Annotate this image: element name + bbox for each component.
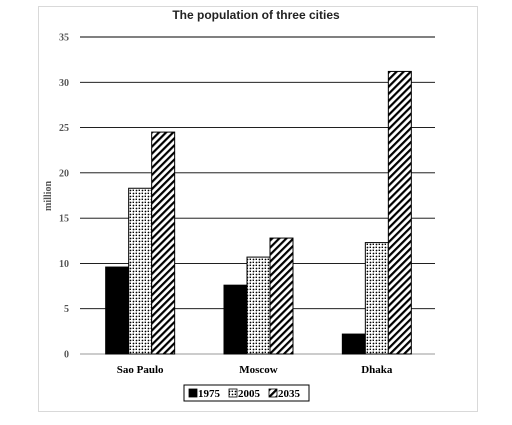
y-axis-label: million	[43, 181, 54, 211]
legend-label-1975: 1975	[198, 388, 221, 400]
x-category-label-dhaka: Dhaka	[361, 364, 393, 376]
y-tick-label-30: 30	[59, 78, 69, 89]
y-tick-label-35: 35	[59, 33, 69, 44]
y-tick-label-25: 25	[59, 123, 69, 134]
legend-swatch-2005	[228, 388, 238, 398]
legend-label-2005: 2005	[238, 388, 261, 400]
y-tick-label-0: 0	[64, 350, 69, 361]
legend-label-2035: 2035	[278, 388, 301, 400]
bar-sao-paulo-2005	[128, 187, 153, 355]
bar-dhaka-2035	[387, 70, 412, 355]
legend-swatch-1975	[188, 388, 198, 398]
bar-dhaka-1975	[341, 333, 366, 355]
y-tick-label-5: 5	[64, 304, 69, 315]
bar-moscow-2005	[246, 256, 271, 355]
y-tick-label-15: 15	[59, 214, 69, 225]
bar-moscow-2035	[269, 237, 294, 355]
legend-swatch-2035	[268, 388, 278, 398]
bar-sao-paulo-1975	[105, 266, 130, 355]
bar-sao-paulo-2035	[151, 131, 176, 355]
bar-dhaka-2005	[364, 242, 389, 355]
bar-moscow-1975	[223, 284, 248, 355]
chart-title: The population of three cities	[172, 8, 340, 22]
x-category-label-sao-paulo: Sao Paulo	[117, 364, 164, 376]
x-category-label-moscow: Moscow	[239, 364, 278, 376]
y-tick-label-20: 20	[59, 168, 69, 179]
y-tick-label-10: 10	[59, 259, 69, 270]
legend-box	[183, 384, 310, 402]
